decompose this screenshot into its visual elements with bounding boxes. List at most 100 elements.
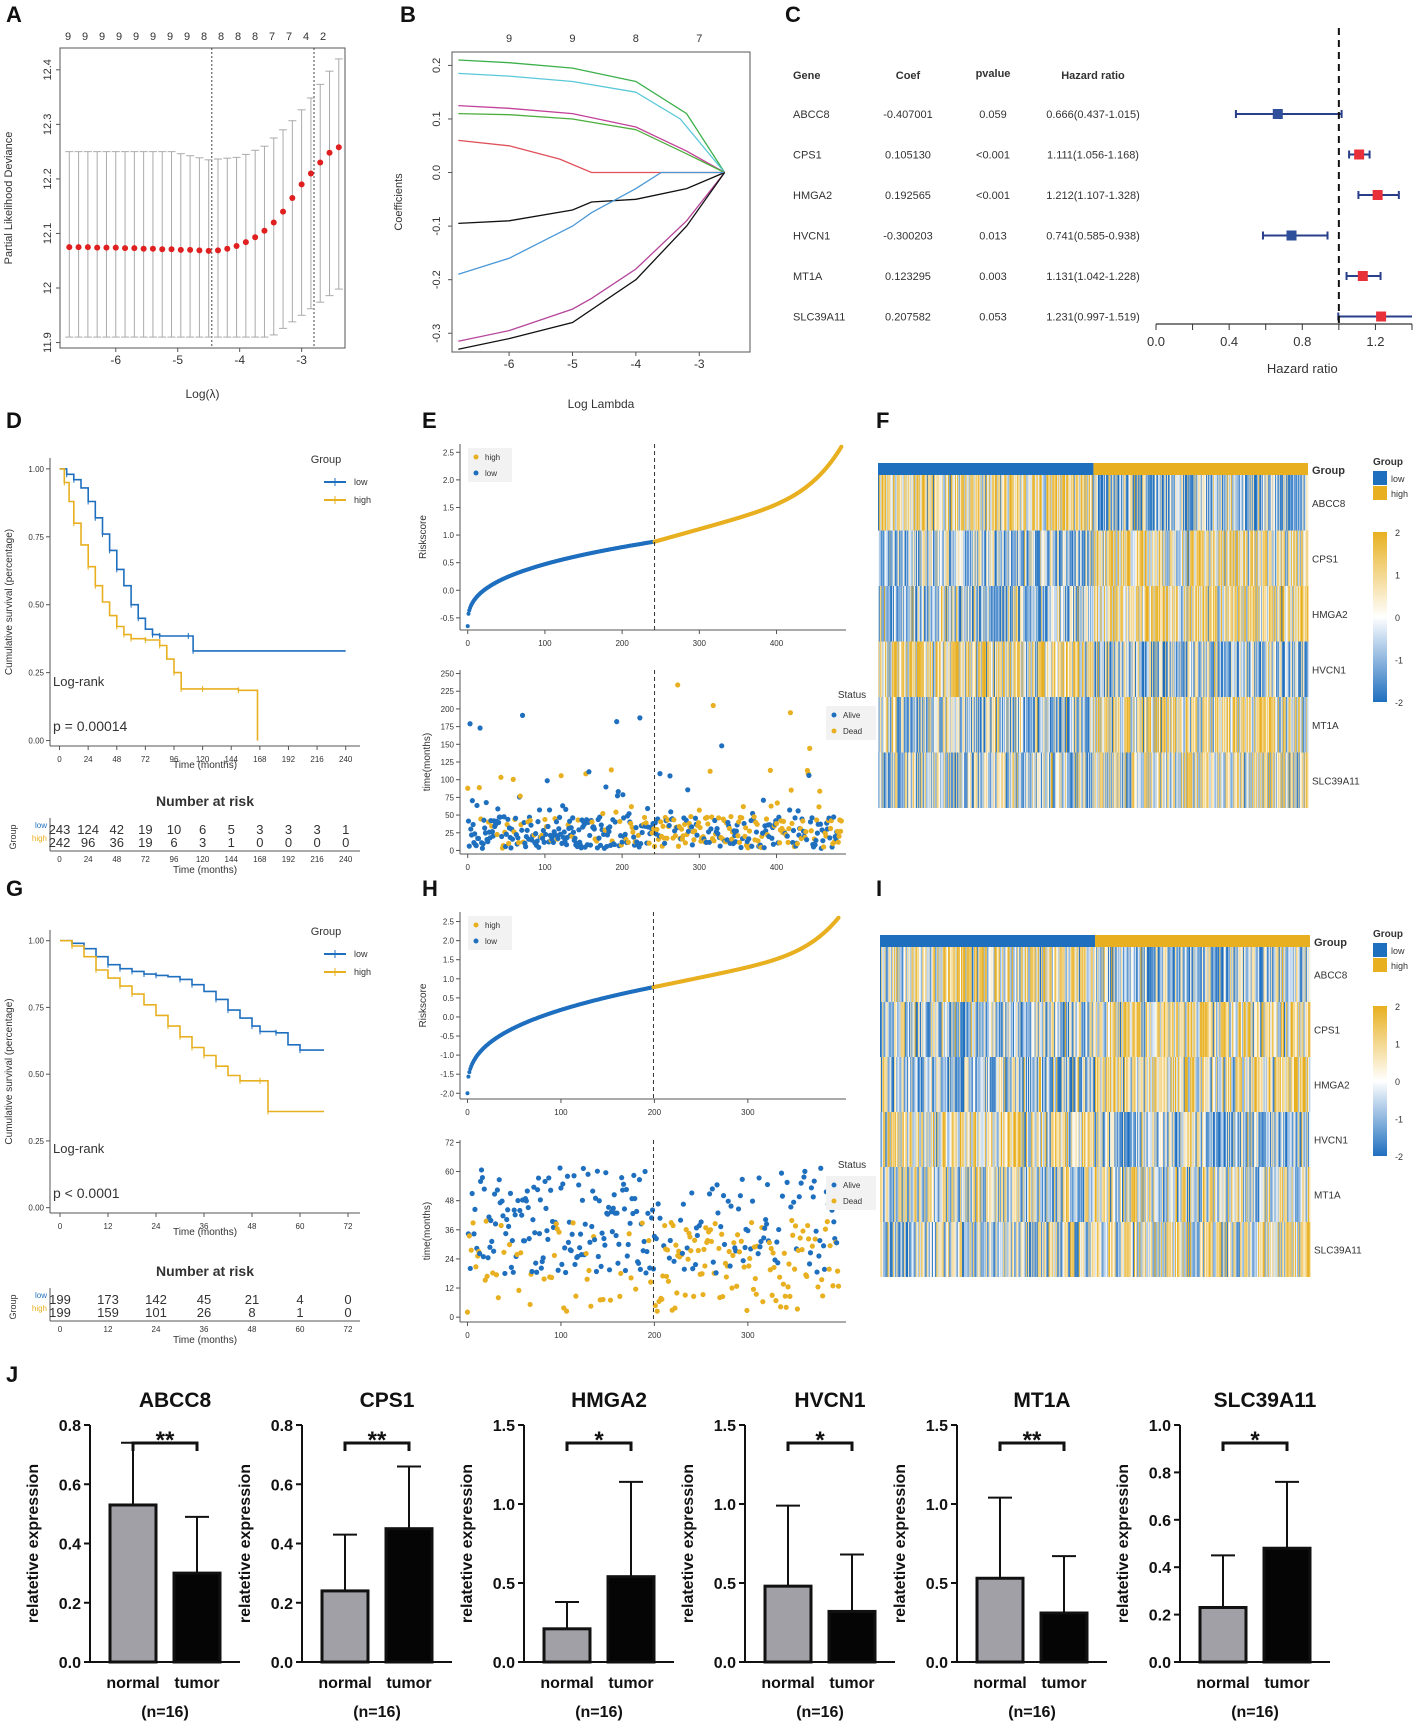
f-heat-cell (1182, 641, 1185, 697)
f-heat-cell (1298, 641, 1300, 697)
f-heat-cell (1019, 641, 1022, 697)
f-heat-cell (1028, 530, 1031, 586)
f-heat-cell (1115, 697, 1117, 753)
h-bottom-status-point (464, 1309, 471, 1315)
e-bottom-status-point (635, 832, 641, 838)
f-heat-cell (929, 530, 931, 586)
f-heat-cell (973, 475, 976, 531)
f-heat-cell (1117, 641, 1119, 697)
f-heat-cell (1270, 697, 1273, 753)
f-heat-cell (1124, 697, 1126, 753)
h-bottom-status-point (478, 1167, 485, 1173)
f-heat-cell (1111, 475, 1113, 531)
f-heat-cell (1104, 697, 1106, 753)
f-heat-cell (1113, 475, 1116, 531)
f-heat-cell (1187, 475, 1189, 531)
f-heat-cell (1213, 697, 1215, 753)
f-heat-cell (893, 641, 896, 697)
f-heat-cell (1026, 697, 1029, 753)
f-heat-cell (1073, 530, 1076, 586)
f-heat-cell (1132, 586, 1134, 642)
f-heat-cell (1193, 586, 1195, 642)
f-heat-cell (1237, 475, 1239, 531)
e-bottom-status-point (807, 745, 813, 751)
f-heat-cell (1271, 697, 1273, 753)
e-bottom-status-point (476, 785, 482, 791)
f-heat-cell (926, 641, 929, 697)
c-hr-marker (1376, 311, 1387, 322)
f-heat-cell (1024, 752, 1026, 808)
h-bottom-status-point (747, 1255, 753, 1262)
f-heat-cell (1210, 641, 1212, 697)
f-heat-cell (997, 752, 999, 808)
f-heat-cell (1292, 641, 1295, 697)
h-bottom-status-point (750, 1286, 757, 1292)
f-heat-cell (1182, 475, 1184, 531)
f-heat-cell (993, 586, 995, 642)
e-bottom-status-point (545, 823, 551, 830)
f-heat-cell (993, 752, 995, 808)
f-heat-cell (1167, 586, 1170, 642)
f-heat-cell (937, 475, 939, 531)
f-heat-cell (1017, 586, 1019, 642)
f-heat-cell (952, 697, 954, 753)
f-heat-cell (1098, 586, 1101, 642)
f-heat-cell (1123, 475, 1125, 531)
f-heat-cell (952, 586, 954, 642)
f-heat-cell (1283, 641, 1285, 697)
f-heat-cell (894, 586, 897, 642)
f-heat-cell (1222, 475, 1224, 531)
e-bottom-status-point (615, 789, 621, 795)
f-heat-cell (926, 697, 929, 753)
f-heat-cell (907, 641, 909, 697)
e-bottom-y-tick-label: 175 (441, 723, 455, 732)
f-heat-cell (1053, 475, 1055, 531)
f-heat-cell (1194, 697, 1196, 753)
f-heat-cell (1243, 697, 1245, 753)
f-heat-cell (1199, 641, 1202, 697)
e-bottom-status-point (692, 828, 698, 834)
f-heat-cell (1094, 475, 1096, 531)
f-heat-cell (1018, 475, 1020, 531)
f-heat-cell (1305, 697, 1307, 753)
a-top-count: 9 (99, 31, 105, 43)
f-heat-cell (980, 586, 983, 642)
h-bottom-status-point (721, 1241, 728, 1248)
f-heat-cell (1259, 475, 1261, 531)
f-heat-cell (1167, 586, 1169, 642)
f-heat-cell (1154, 475, 1156, 531)
d-risk-x-tick-label: 48 (112, 855, 121, 864)
f-heat-cell (1164, 697, 1166, 753)
f-heat-cell (901, 530, 903, 586)
f-heat-cell (1248, 641, 1250, 697)
f-heat-cell (999, 697, 1001, 753)
f-heat-cell (954, 752, 956, 808)
f-heat-cell (1268, 586, 1271, 642)
e-bottom-status-point (536, 844, 542, 850)
f-heat-cell (1092, 475, 1094, 531)
e-bottom-status-point (754, 821, 760, 827)
f-heat-cell (881, 475, 883, 531)
f-heat-cell (1147, 530, 1149, 586)
e-bottom-status-point (621, 815, 627, 821)
f-heat-cell (947, 530, 949, 586)
f-heat-cell (926, 752, 929, 808)
e-bottom-status-point (817, 788, 823, 794)
f-heat-cell (940, 697, 942, 753)
d-legend-label-low: low (354, 477, 368, 487)
e-bottom-legend-label-Dead: Dead (843, 727, 862, 736)
f-heat-cell (1042, 641, 1044, 697)
f-heat-cell (949, 586, 952, 642)
f-heat-cell (1268, 641, 1270, 697)
f-heat-cell (1099, 586, 1101, 642)
f-heat-cell (1124, 530, 1126, 586)
h-bottom-legend-bg (826, 1176, 876, 1210)
f-heat-cell (1277, 697, 1280, 753)
h-top-x-tick-label: 100 (554, 1108, 568, 1117)
f-heat-cell (1215, 475, 1218, 531)
f-heat-cell (1190, 586, 1193, 642)
f-heat-cell (1205, 697, 1207, 753)
h-bottom-status-point (757, 1244, 763, 1250)
f-heat-cell (1225, 530, 1227, 586)
d-y-tick-label: 0.25 (28, 669, 44, 678)
